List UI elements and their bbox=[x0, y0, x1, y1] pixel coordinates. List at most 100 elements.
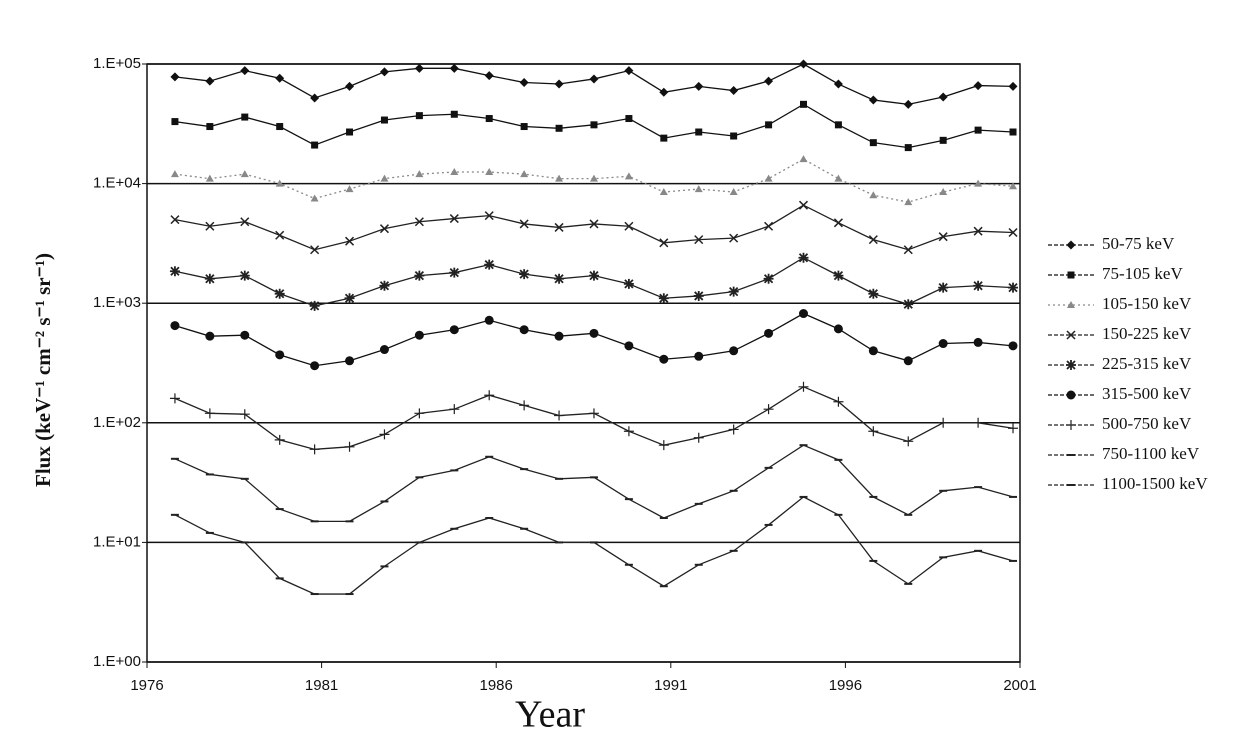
legend-label: 150-225 keV bbox=[1102, 324, 1192, 343]
marker bbox=[973, 337, 983, 347]
series-line bbox=[174, 204, 1014, 251]
marker bbox=[240, 330, 250, 340]
marker bbox=[659, 238, 669, 248]
marker bbox=[624, 66, 634, 76]
marker bbox=[414, 270, 425, 281]
marker bbox=[694, 351, 704, 361]
marker bbox=[798, 309, 808, 319]
legend-marker bbox=[1066, 360, 1076, 370]
marker bbox=[1008, 227, 1018, 238]
marker bbox=[484, 259, 495, 270]
marker bbox=[344, 293, 355, 304]
marker bbox=[868, 95, 878, 105]
legend-marker bbox=[1066, 240, 1076, 250]
marker bbox=[484, 315, 494, 325]
marker bbox=[903, 99, 913, 109]
marker bbox=[833, 79, 843, 89]
marker bbox=[903, 299, 914, 310]
x-axis-label: Year bbox=[515, 694, 585, 736]
marker bbox=[310, 361, 320, 371]
marker bbox=[414, 63, 424, 73]
marker bbox=[274, 434, 285, 445]
series bbox=[171, 100, 1017, 152]
marker bbox=[658, 440, 669, 451]
marker bbox=[241, 113, 249, 121]
marker bbox=[728, 286, 739, 297]
marker bbox=[939, 136, 947, 144]
marker bbox=[554, 410, 565, 421]
marker bbox=[764, 328, 774, 338]
legend-label: 75-105 keV bbox=[1102, 264, 1183, 283]
marker bbox=[659, 188, 668, 196]
marker bbox=[833, 218, 843, 228]
marker bbox=[904, 198, 913, 206]
marker bbox=[345, 185, 354, 193]
marker bbox=[414, 408, 425, 419]
legend-label: 1100-1500 keV bbox=[1102, 474, 1208, 493]
marker bbox=[170, 72, 180, 82]
series bbox=[170, 444, 1018, 523]
series bbox=[170, 155, 1018, 206]
marker bbox=[310, 93, 320, 103]
marker bbox=[449, 404, 460, 415]
legend-label: 315-500 keV bbox=[1102, 384, 1192, 403]
marker bbox=[938, 417, 949, 428]
marker bbox=[903, 436, 914, 447]
marker bbox=[798, 200, 809, 210]
legend-label: 500-750 keV bbox=[1102, 414, 1192, 433]
marker bbox=[554, 331, 564, 341]
marker bbox=[275, 179, 284, 187]
marker bbox=[974, 179, 983, 187]
marker bbox=[833, 324, 843, 334]
marker bbox=[938, 339, 948, 349]
marker bbox=[519, 400, 530, 411]
marker bbox=[763, 273, 774, 284]
marker bbox=[660, 134, 668, 142]
marker bbox=[310, 194, 319, 202]
marker bbox=[588, 408, 599, 419]
marker bbox=[623, 426, 634, 437]
marker bbox=[554, 222, 564, 232]
marker bbox=[204, 273, 215, 284]
marker bbox=[344, 441, 355, 452]
marker bbox=[555, 174, 564, 182]
marker bbox=[1009, 182, 1018, 190]
marker bbox=[623, 278, 634, 289]
legend-marker bbox=[1067, 301, 1075, 308]
marker bbox=[205, 174, 214, 182]
marker bbox=[834, 174, 843, 182]
marker bbox=[1009, 128, 1017, 136]
marker bbox=[239, 409, 250, 420]
marker bbox=[239, 270, 250, 281]
marker bbox=[309, 300, 320, 311]
series bbox=[170, 309, 1018, 371]
marker bbox=[449, 325, 459, 335]
marker bbox=[868, 426, 879, 437]
marker bbox=[170, 321, 180, 331]
marker bbox=[729, 346, 739, 356]
series bbox=[170, 200, 1018, 255]
legend-marker bbox=[1066, 420, 1076, 430]
x-tick-label: 1991 bbox=[654, 677, 687, 694]
marker bbox=[554, 79, 564, 89]
marker bbox=[240, 217, 250, 227]
marker bbox=[868, 346, 878, 356]
marker bbox=[450, 110, 458, 118]
marker bbox=[728, 424, 739, 435]
marker bbox=[833, 396, 844, 407]
marker bbox=[903, 245, 913, 255]
marker bbox=[520, 170, 529, 178]
marker bbox=[833, 270, 844, 281]
marker bbox=[798, 59, 808, 69]
marker bbox=[869, 191, 878, 199]
marker bbox=[554, 273, 565, 284]
legend-marker bbox=[1066, 390, 1076, 400]
marker bbox=[379, 67, 389, 77]
marker bbox=[590, 121, 598, 129]
marker bbox=[694, 81, 704, 91]
marker bbox=[973, 280, 984, 291]
marker bbox=[345, 81, 355, 91]
marker bbox=[693, 432, 704, 443]
marker bbox=[973, 226, 983, 236]
